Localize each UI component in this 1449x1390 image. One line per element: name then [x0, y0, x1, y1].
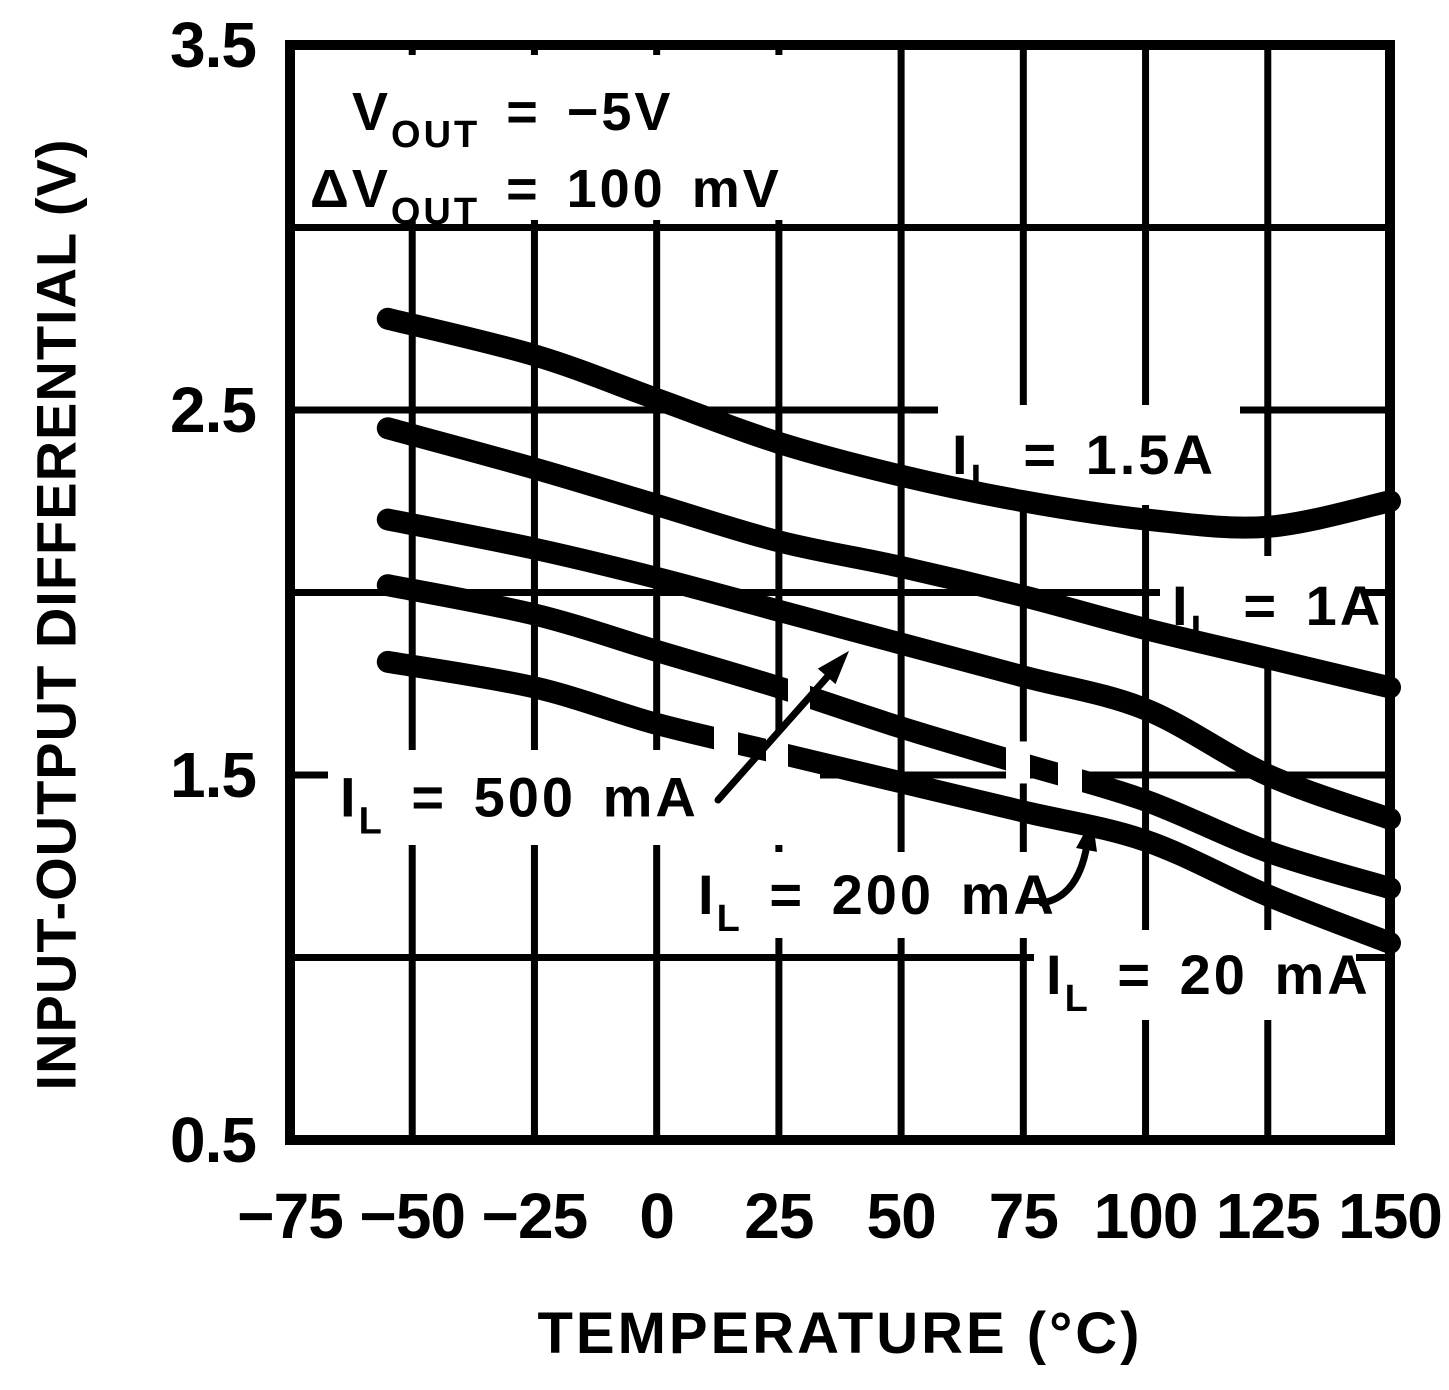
x-tick-label: 25 — [744, 1180, 813, 1252]
x-tick-label: −50 — [359, 1180, 465, 1252]
y-tick-label: 0.5 — [170, 1104, 256, 1176]
curve-label-il-1a: IL = 1A — [1172, 574, 1383, 651]
curve-label-il-20-ma: IL = 20 mA — [1046, 943, 1371, 1020]
arrow-500ma-shaft — [714, 671, 833, 804]
label-backplate — [328, 750, 820, 845]
plot-border — [285, 40, 1395, 1145]
y-axis-title: INPUT-OUTPUT DIFFERENTIAL (V) — [24, 138, 88, 1091]
curve-dash-gap — [1058, 756, 1082, 799]
curve-il-20-ma — [376, 650, 1401, 954]
y-tick-label: 1.5 — [170, 739, 256, 811]
x-tick-label: 0 — [639, 1180, 674, 1252]
curve-dash-gap — [714, 719, 738, 762]
callout-arrows — [714, 650, 1097, 907]
curves — [376, 307, 1401, 954]
x-tick-label: 100 — [1094, 1180, 1198, 1252]
annotation-backplate — [320, 55, 880, 220]
arrow-500ma-head — [817, 650, 850, 685]
curve-il-500-ma — [376, 508, 1401, 830]
label-backplate — [1034, 930, 1356, 1020]
x-axis-title: TEMPERATURE (°C) — [537, 1301, 1143, 1366]
x-tick-label: 50 — [867, 1180, 936, 1252]
arrow-200ma-shaft — [1038, 841, 1091, 907]
arrow-200ma-head — [1076, 818, 1097, 852]
curve-label-il-500-ma: IL = 500 mA — [340, 766, 699, 843]
label-backplates — [320, 55, 1365, 1020]
curve-dash-gap — [1006, 741, 1030, 784]
x-tick-label: −25 — [482, 1180, 588, 1252]
x-tick-label: 150 — [1338, 1180, 1442, 1252]
curve-labels: IL = 1.5A IL = 1A IL = 500 mA IL = 200 mAIL… — [340, 423, 1383, 1020]
tick-labels: 3.5 2.5 1.5 0.5−75 −50 −25 0 25 50 75 100 125 150 — [170, 9, 1443, 1252]
y-tick-label: 2.5 — [170, 374, 256, 446]
label-backplate — [686, 852, 1044, 938]
x-tick-label: 75 — [989, 1180, 1058, 1252]
x-tick-label: 125 — [1216, 1180, 1320, 1252]
curve-il-1a — [376, 417, 1401, 699]
curve-label-il-1.5a: IL = 1.5A — [952, 423, 1216, 500]
curve-il-1.5a — [376, 307, 1401, 539]
test-condition-line: VOUT = −5V — [352, 82, 673, 156]
x-tick-label: −75 — [237, 1180, 343, 1252]
y-tick-label: 3.5 — [170, 9, 256, 81]
curve-label-il-200-ma: IL = 200 mA — [698, 863, 1057, 940]
test-condition-line: ΔVOUT = 100 mV — [310, 159, 782, 233]
curve-il-200-ma — [376, 574, 1401, 900]
